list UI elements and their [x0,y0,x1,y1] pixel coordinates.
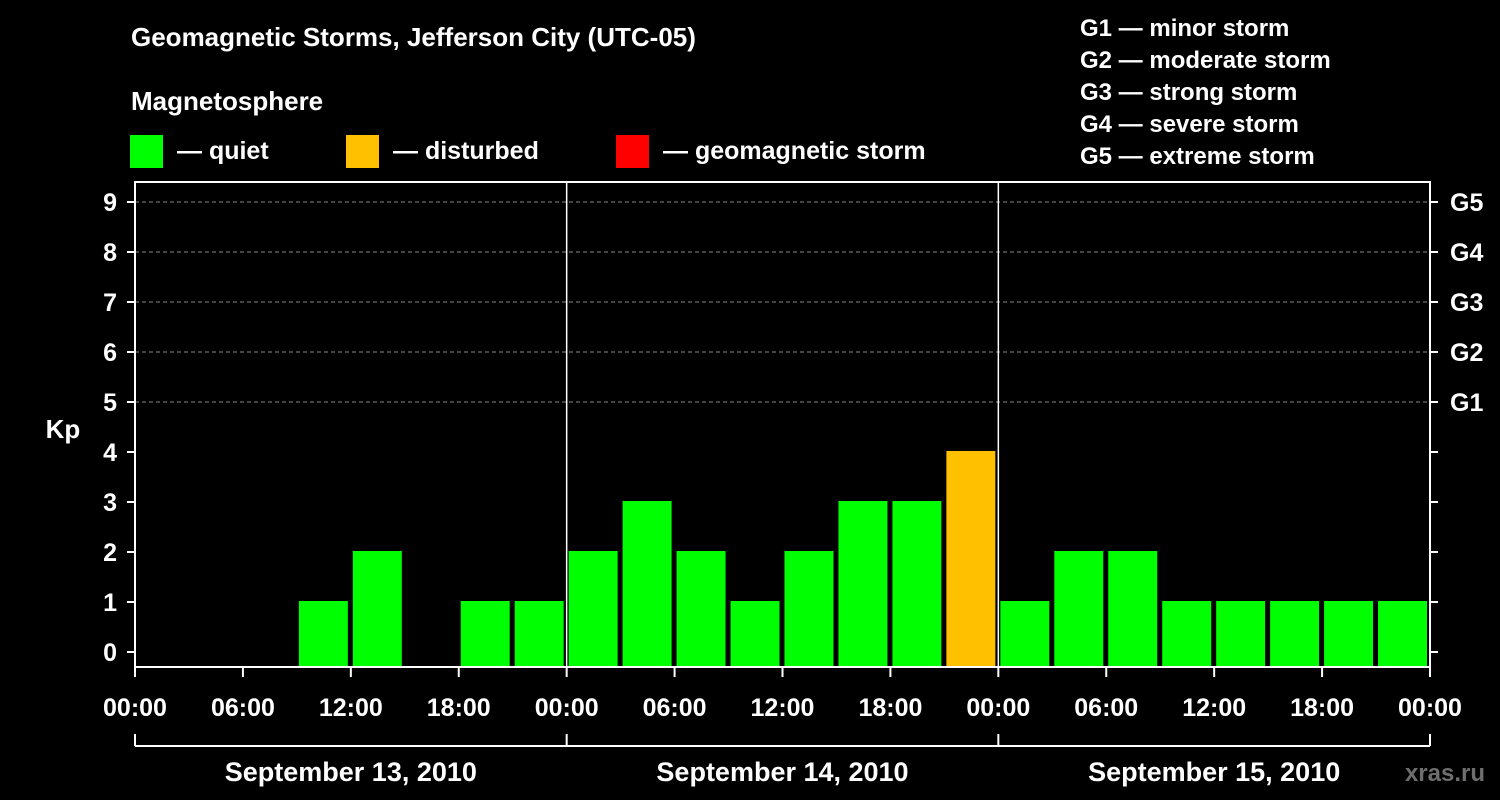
y-tick-label: 6 [103,339,117,367]
x-tick-label: 18:00 [1290,694,1354,722]
x-tick-label: 06:00 [643,694,707,722]
day-label: September 13, 2010 [225,757,477,787]
kp-bar [298,601,348,667]
right-tick-label: G1 [1450,389,1483,417]
chart-title: Geomagnetic Storms, Jefferson City (UTC-… [131,22,696,52]
g-scale-legend: G1 — minor storm G2 — moderate storm G3 … [1080,13,1331,173]
kp-bar [1108,551,1158,667]
y-tick-label: 3 [103,489,117,517]
legend-label-storm: — geomagnetic storm [663,136,926,165]
g-scale-g1: G1 — minor storm [1080,15,1290,42]
legend-item-disturbed: — disturbed [346,134,539,168]
x-tick-label: 00:00 [966,694,1030,722]
right-tick-label: G5 [1450,189,1483,217]
legend-label-quiet: — quiet [177,136,269,165]
x-tick-label: 00:00 [1398,694,1462,722]
x-tick-label: 06:00 [1074,694,1138,722]
g-scale-g3: G3 — strong storm [1080,79,1298,106]
y-tick-label: 0 [103,639,117,667]
plot-frame [134,181,1431,668]
kp-bar [946,451,996,667]
x-tick-label: 06:00 [211,694,275,722]
kp-bar [1162,601,1212,667]
g-scale-g2: G2 — moderate storm [1080,47,1331,74]
x-tick-label: 12:00 [319,694,383,722]
x-tick-label: 12:00 [751,694,815,722]
x-tick-label: 18:00 [427,694,491,722]
kp-bar [622,501,672,667]
y-tick-label: 2 [103,539,117,567]
legend-swatch-quiet [130,134,163,168]
kp-bar [1054,551,1104,667]
g-scale-g5: G5 — extreme storm [1080,143,1315,170]
kp-bar [514,601,564,667]
kp-bar [892,501,942,667]
kp-bar [1000,601,1050,667]
legend-label-disturbed: — disturbed [393,136,539,165]
kp-bar [460,601,510,667]
day-label: September 15, 2010 [1088,757,1340,787]
x-tick-label: 18:00 [858,694,922,722]
y-tick-label: 1 [103,589,117,617]
right-tick-label: G2 [1450,339,1483,367]
x-tick-label: 12:00 [1182,694,1246,722]
day-label: September 14, 2010 [656,757,908,787]
legend-item-quiet: — quiet [130,134,269,168]
kp-bar [676,551,726,667]
legend-swatch-storm [616,134,649,168]
right-tick-label: G4 [1450,239,1483,267]
y-tick-label: 7 [103,289,117,317]
y-tick-label: 4 [103,439,117,467]
kp-bar [1216,601,1266,667]
chart-subtitle: Magnetosphere [131,86,324,116]
kp-bar [730,601,780,667]
right-tick-label: G3 [1450,289,1483,317]
watermark: xras.ru [1405,760,1485,787]
legend-item-storm: — geomagnetic storm [616,134,926,168]
kp-bar [1324,601,1374,667]
kp-bar [784,551,834,667]
y-tick-label: 8 [103,239,117,267]
y-tick-label: 5 [103,389,117,417]
x-tick-label: 00:00 [535,694,599,722]
kp-bar [568,551,618,667]
g-scale-g4: G4 — severe storm [1080,111,1299,138]
x-tick-label: 00:00 [103,694,167,722]
kp-bar [838,501,888,667]
y-axis-label: Kp [46,414,81,444]
kp-bar [1270,601,1320,667]
y-tick-label: 9 [103,189,117,217]
kp-bar [1378,601,1427,667]
kp-bar [352,551,402,667]
legend-swatch-disturbed [346,134,379,168]
